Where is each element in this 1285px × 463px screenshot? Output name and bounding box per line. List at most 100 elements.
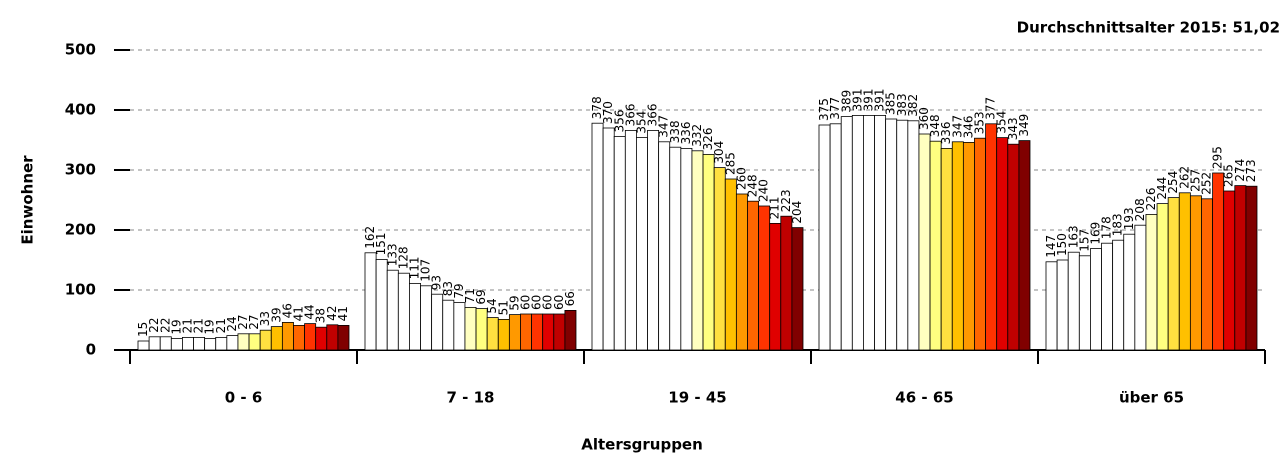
value-label: 254 bbox=[1166, 171, 1180, 194]
value-label: 79 bbox=[452, 283, 466, 298]
value-label: 389 bbox=[839, 90, 853, 113]
value-label: 71 bbox=[463, 288, 477, 303]
bar bbox=[1134, 224, 1147, 351]
value-label: 19 bbox=[169, 319, 183, 334]
bar bbox=[758, 205, 771, 351]
bar bbox=[326, 324, 339, 351]
bar bbox=[520, 313, 532, 351]
value-label: 343 bbox=[1006, 117, 1020, 140]
value-label: 21 bbox=[214, 318, 228, 333]
bar bbox=[863, 115, 875, 351]
bar bbox=[453, 302, 466, 351]
value-label: 377 bbox=[828, 97, 842, 120]
value-label: 41 bbox=[336, 306, 350, 321]
value-label: 69 bbox=[474, 289, 488, 304]
bar bbox=[1234, 185, 1247, 351]
value-label: 21 bbox=[192, 318, 206, 333]
bar bbox=[1212, 172, 1225, 351]
bar bbox=[907, 120, 920, 351]
value-label: 347 bbox=[657, 115, 671, 138]
value-label: 24 bbox=[225, 316, 239, 331]
bar bbox=[1245, 185, 1258, 351]
value-label: 38 bbox=[314, 308, 328, 323]
value-label: 27 bbox=[247, 315, 261, 330]
value-label: 21 bbox=[180, 318, 194, 333]
bar bbox=[1045, 261, 1058, 351]
bar bbox=[985, 123, 998, 351]
value-label: 44 bbox=[303, 304, 317, 319]
bar bbox=[691, 150, 704, 351]
bar bbox=[702, 153, 715, 351]
bar bbox=[531, 313, 544, 351]
x-tick-label: 7 - 18 bbox=[447, 389, 495, 407]
value-label: 285 bbox=[723, 152, 737, 175]
value-label: 382 bbox=[906, 94, 920, 117]
y-tick-label: 100 bbox=[65, 281, 96, 299]
bar bbox=[564, 309, 577, 351]
bar bbox=[281, 321, 294, 351]
bar bbox=[658, 141, 671, 351]
value-label: 33 bbox=[258, 311, 272, 326]
bar bbox=[475, 308, 488, 351]
value-label: 19 bbox=[203, 319, 217, 334]
bar bbox=[337, 324, 350, 351]
value-label: 338 bbox=[668, 120, 682, 143]
bar bbox=[1178, 192, 1191, 351]
bar bbox=[840, 116, 853, 351]
value-label: 193 bbox=[1122, 207, 1136, 230]
bar bbox=[237, 333, 250, 351]
value-label: 15 bbox=[136, 322, 150, 337]
bar bbox=[420, 285, 433, 351]
value-label: 370 bbox=[601, 101, 615, 124]
value-label: 223 bbox=[779, 189, 793, 212]
bar bbox=[486, 317, 499, 351]
value-label: 347 bbox=[950, 115, 964, 138]
value-label: 208 bbox=[1133, 198, 1147, 221]
bar bbox=[951, 141, 964, 351]
value-label: 260 bbox=[734, 167, 748, 190]
value-label: 354 bbox=[634, 111, 648, 134]
value-label: 147 bbox=[1044, 235, 1058, 258]
bar bbox=[259, 329, 272, 351]
bar bbox=[885, 118, 898, 351]
bar bbox=[713, 167, 726, 351]
bar bbox=[497, 318, 510, 351]
bar bbox=[929, 140, 942, 351]
bar bbox=[215, 336, 228, 351]
value-label: 163 bbox=[1066, 225, 1080, 248]
value-label: 360 bbox=[917, 107, 931, 130]
x-tick-label: 46 - 65 bbox=[895, 389, 953, 407]
value-label: 39 bbox=[269, 307, 283, 322]
value-label: 377 bbox=[984, 97, 998, 120]
bar bbox=[170, 338, 183, 351]
bar bbox=[1101, 242, 1114, 351]
value-label: 42 bbox=[325, 306, 339, 321]
bar bbox=[874, 115, 887, 351]
value-label: 346 bbox=[961, 115, 975, 138]
bar bbox=[624, 129, 637, 351]
value-label: 60 bbox=[552, 295, 566, 310]
bar bbox=[591, 122, 604, 351]
value-label: 22 bbox=[158, 318, 172, 333]
value-label: 375 bbox=[817, 98, 831, 121]
value-label: 326 bbox=[701, 127, 715, 150]
value-label: 385 bbox=[884, 92, 898, 115]
bar bbox=[602, 127, 615, 351]
value-label: 383 bbox=[895, 93, 909, 116]
bar bbox=[1167, 197, 1180, 351]
value-label: 391 bbox=[850, 88, 864, 111]
value-label: 183 bbox=[1111, 213, 1125, 236]
bar bbox=[896, 119, 909, 351]
bar bbox=[918, 133, 931, 351]
value-label: 66 bbox=[563, 291, 577, 306]
value-label: 356 bbox=[612, 109, 626, 132]
bar bbox=[293, 324, 305, 351]
value-label: 273 bbox=[1244, 159, 1258, 182]
x-tick-label: 0 - 6 bbox=[225, 389, 263, 407]
value-label: 169 bbox=[1088, 222, 1102, 245]
bar bbox=[148, 336, 161, 351]
bar bbox=[431, 293, 444, 351]
value-label: 354 bbox=[995, 111, 1009, 134]
bar bbox=[508, 314, 521, 351]
bar bbox=[1007, 143, 1020, 351]
